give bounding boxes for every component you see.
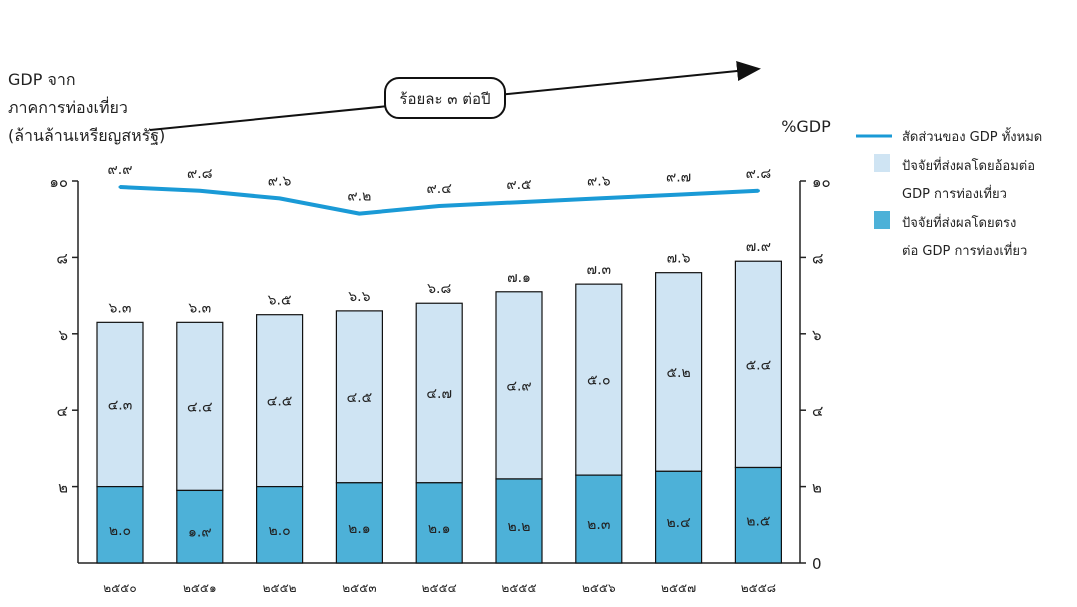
- bar-indirect-label: ๔.๕: [267, 394, 293, 410]
- share-line-label: ๙.๗: [666, 170, 691, 186]
- bar-total-label: ๗.๓: [587, 262, 612, 278]
- bars: [96, 260, 783, 564]
- bar-direct-label: ๒.๒: [508, 519, 531, 535]
- share-line-point: [597, 196, 601, 200]
- bar-direct-label: ๒.๐: [268, 523, 290, 539]
- share-line-label: ๙.๖: [268, 173, 292, 189]
- y-axis-title-line-1: GDP จาก: [8, 70, 76, 89]
- bar-direct: [575, 474, 623, 564]
- bar-direct: [654, 470, 703, 564]
- x-tick-label: ๒๕๕๑: [183, 581, 217, 595]
- bar-total-label: ๗.๑: [507, 270, 531, 286]
- bar-indirect-label: ๔.๔: [187, 399, 213, 415]
- bar-indirect-label: ๕.๐: [587, 373, 611, 389]
- legend-label: ปัจจัยที่ส่งผลโดยอ้อมต่อ: [902, 157, 1035, 174]
- share-line-point: [198, 189, 202, 193]
- share-line-layer: ๙.๙ ๙.๘ ๙.๖๙.๒ ๙.๔ ๙.๕ ๙.๖ ๙.๗ ๙.๘: [108, 162, 772, 216]
- share-line-label: ๙.๖: [587, 173, 611, 189]
- right-tick-label: ๑๐: [812, 173, 831, 191]
- x-tick-label: ๒๕๕๖: [582, 581, 616, 595]
- share-line-point: [278, 196, 282, 200]
- bar-direct-label: ๒.๑: [348, 521, 371, 537]
- bar-indirect: [495, 291, 543, 480]
- bar-total-label: ๖.๖: [348, 289, 370, 305]
- share-line-label: ๙.๘: [746, 166, 772, 182]
- share-line-point: [437, 204, 441, 208]
- x-tick-label: ๒๕๕๘: [741, 581, 776, 595]
- bar-indirect: [654, 272, 703, 472]
- bar-direct-label: ๒.๓: [587, 517, 610, 533]
- bar-indirect: [335, 310, 383, 484]
- share-line-label: ๙.๒: [347, 189, 371, 205]
- share-line-point: [677, 193, 681, 197]
- right-tick-label: 0: [812, 555, 822, 573]
- bar-total-label: ๖.๓: [109, 300, 132, 316]
- right-tick-label: ๒: [812, 479, 822, 497]
- growth-label: ร้อยละ ๓ ต่อปี: [399, 90, 490, 108]
- bar-direct-label: ๒.๔: [666, 515, 690, 531]
- right-tick-label: ๔: [812, 402, 823, 420]
- y-axis-title-line-3: (ล้านล้านเหรียญสหรัฐ): [8, 126, 165, 145]
- bar-direct: [415, 482, 463, 564]
- share-line-point: [756, 189, 760, 193]
- right-tick-label: ๘: [812, 249, 824, 267]
- bar-total-label: ๗.๙: [746, 239, 771, 255]
- share-line-point: [517, 200, 521, 204]
- right-tick-label: ๖: [812, 326, 822, 344]
- bar-indirect-label: ๕.๒: [666, 365, 690, 381]
- x-tick-label: ๒๕๕๕: [501, 581, 536, 595]
- share-line-label: ๙.๘: [187, 166, 213, 182]
- legend: สัดส่วนของ GDP ทั้งหมดปัจจัยที่ส่งผลโดยอ…: [856, 127, 1042, 259]
- legend-box-swatch: [874, 154, 890, 172]
- bar-indirect: [96, 321, 144, 488]
- left-tick-label: ๑๐: [49, 173, 68, 191]
- bar-total-label: ๖.๕: [268, 293, 292, 309]
- bar-indirect-label: ๔.๕: [347, 390, 373, 406]
- bar-indirect: [176, 321, 224, 492]
- x-tick-label: ๒๕๕๗: [661, 581, 696, 595]
- left-tick-label: ๖: [58, 326, 68, 344]
- bar-indirect-label: ๕.๔: [746, 357, 772, 373]
- bar-total-label: ๖.๓: [188, 300, 211, 316]
- left-tick-label: ๘: [56, 249, 68, 267]
- left-tick-label: ๒: [58, 479, 68, 497]
- bar-direct: [734, 466, 783, 564]
- bar-indirect: [575, 283, 623, 476]
- legend-label: สัดส่วนของ GDP ทั้งหมด: [902, 127, 1042, 145]
- bar-indirect-label: ๔.๙: [506, 378, 531, 394]
- x-tick-label: ๒๕๕๐: [103, 581, 136, 595]
- share-line-point: [357, 212, 361, 216]
- bar-indirect-label: ๔.๓: [108, 397, 133, 413]
- legend-box-swatch: [874, 211, 890, 229]
- bar-direct: [176, 489, 224, 564]
- legend-label: ต่อ GDP การท่องเที่ยว: [902, 242, 1027, 259]
- bar-direct-label: ๑.๙: [188, 525, 212, 541]
- bar-direct-label: ๒.๑: [428, 521, 451, 537]
- growth-label-box: [384, 77, 506, 119]
- bar-direct: [335, 482, 383, 564]
- bar-indirect-label: ๔.๗: [426, 386, 452, 402]
- bar-direct-label: ๒.๐: [109, 523, 131, 539]
- x-tick-label: ๒๕๕๔: [422, 581, 457, 595]
- share-line-point: [118, 185, 122, 189]
- bar-direct: [495, 478, 543, 564]
- share-line-label: ๙.๔: [427, 181, 452, 197]
- bar-total-label: ๖.๘: [427, 281, 451, 297]
- bar-direct-label: ๒.๕: [746, 513, 770, 529]
- bar-indirect: [734, 260, 783, 469]
- share-line-label: ๙.๙: [108, 162, 133, 178]
- right-axis-title: %GDP: [781, 117, 831, 136]
- bar-total-label: ๗.๖: [667, 251, 691, 267]
- share-line-label: ๙.๕: [506, 177, 531, 193]
- bar-direct: [96, 486, 144, 564]
- left-tick-label: ๔: [57, 402, 68, 420]
- legend-label: ปัจจัยที่ส่งผลโดยตรง: [902, 214, 1016, 231]
- bar-direct: [256, 486, 304, 564]
- y-axis-title-line-2: ภาคการท่องเที่ยว: [8, 96, 128, 117]
- x-tick-label: ๒๕๕๒: [263, 581, 297, 595]
- x-tick-label: ๒๕๕๓: [342, 581, 376, 595]
- legend-label: GDP การท่องเที่ยว: [902, 185, 1007, 202]
